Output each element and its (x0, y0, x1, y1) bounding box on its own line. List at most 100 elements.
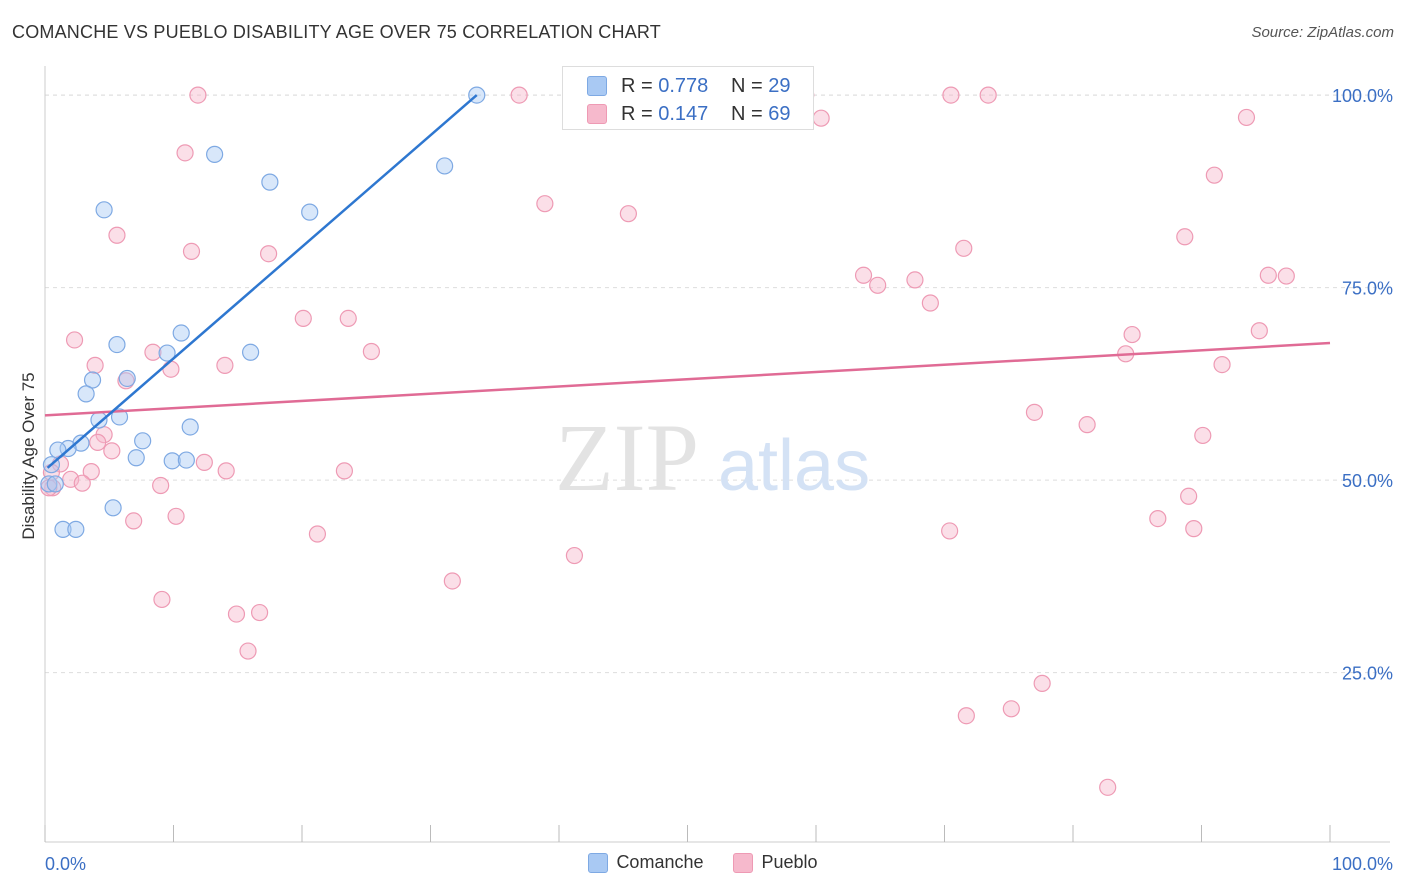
chart-title: COMANCHE VS PUEBLO DISABILITY AGE OVER 7… (12, 22, 661, 42)
pueblo-point (144, 343, 162, 361)
pueblo-point (1078, 416, 1096, 434)
comanche-point (127, 449, 145, 467)
pueblo-point (942, 86, 960, 104)
y-tick-label: 50.0% (1342, 471, 1393, 491)
comanche-point (177, 451, 195, 469)
y-tick-labels: 25.0% 50.0% 75.0% 100.0% (1332, 86, 1393, 684)
pueblo-point (308, 525, 327, 543)
pueblo-swatch (587, 104, 607, 124)
pueblo-point (1259, 266, 1277, 284)
pueblo-point (239, 642, 257, 660)
pueblo-point (176, 144, 194, 162)
pueblo-point (1149, 509, 1167, 528)
axes (44, 66, 1390, 843)
pueblo-point (153, 590, 171, 609)
pueblo-point (189, 86, 207, 104)
y-axis-label: Disability Age Over 75 (19, 372, 38, 539)
pueblo-point (259, 245, 278, 263)
pueblo-point (536, 195, 554, 213)
comanche-point (181, 418, 199, 436)
comanche-r-label: R = (621, 74, 653, 97)
legend-row-pueblo: R = 0.147 N = 69 (587, 99, 791, 129)
comanche-point (134, 432, 152, 450)
legend-item-comanche[interactable]: Comanche (588, 852, 703, 873)
comanche-point (90, 411, 108, 429)
pueblo-point (1180, 487, 1198, 505)
pueblo-point (1002, 700, 1020, 718)
pueblo-point (1250, 322, 1268, 340)
pueblo-n: N = 69 (731, 103, 791, 126)
comanche-point (54, 520, 72, 538)
pueblo-point (1213, 356, 1231, 374)
legend-item-pueblo[interactable]: Pueblo (733, 852, 818, 873)
pueblo-point (125, 512, 143, 530)
pueblo-point (227, 605, 246, 623)
pueblo-point (167, 507, 185, 525)
watermark-atlas: atlas (718, 426, 870, 506)
pueblo-r: R = 0.147 (621, 103, 731, 126)
pueblo-trend-line (44, 341, 1331, 417)
pueblo-point (89, 433, 107, 451)
pueblo-point (619, 205, 637, 223)
comanche-point (206, 145, 224, 163)
pueblo-point (65, 331, 84, 349)
pueblo-point (1176, 228, 1194, 246)
comanche-point (46, 475, 64, 493)
x-tick-label-min: 0.0% (45, 854, 86, 874)
comanche-n: N = 29 (731, 75, 791, 98)
pueblo-point (443, 572, 461, 590)
pueblo-point (108, 226, 126, 244)
comanche-point (95, 201, 113, 219)
y-tick-label: 25.0% (1342, 664, 1393, 684)
comanche-point (242, 343, 260, 361)
pueblo-point (955, 239, 973, 257)
comanche-n-label: N = (731, 74, 763, 97)
comanche-trend-line (46, 94, 478, 469)
series-legend: Comanche Pueblo (0, 852, 1406, 873)
pueblo-point (1277, 267, 1295, 285)
correlation-legend: R = 0.778 N = 29 R = 0.147 N = 69 (562, 66, 814, 130)
pueblo-point (1033, 674, 1051, 692)
comanche-point (118, 369, 136, 388)
comanche-point (158, 344, 176, 362)
comanche-r: R = 0.778 (621, 75, 731, 98)
pueblo-point (1185, 520, 1203, 538)
pueblo-point (339, 309, 357, 327)
pueblo-point (812, 109, 830, 127)
watermark-zip: ZIP (555, 404, 699, 511)
legend-row-comanche: R = 0.778 N = 29 (587, 71, 791, 101)
comanche-point (40, 475, 58, 493)
pueblo-point (854, 266, 873, 284)
comanche-point (172, 324, 190, 342)
pueblo-point (1025, 403, 1044, 421)
pueblo-point (294, 309, 312, 327)
pueblo-point (82, 463, 100, 481)
x-tick-label-max: 100.0% (1332, 854, 1393, 874)
comanche-legend-label: Comanche (616, 852, 704, 872)
pueblo-legend-swatch (733, 852, 754, 873)
pueblo-point (73, 474, 91, 492)
pueblo-r-label: R = (621, 102, 653, 125)
pueblo-points (40, 86, 1295, 796)
pueblo-n-label: N = (731, 102, 763, 125)
comanche-legend-swatch (588, 852, 609, 873)
comanche-point (261, 173, 279, 191)
comanche-point (110, 408, 129, 426)
pueblo-point (335, 462, 354, 480)
comanche-point (67, 520, 85, 538)
pueblo-point (1237, 108, 1256, 127)
comanche-point (77, 385, 95, 403)
x-tick-labels: 0.0% 100.0% (45, 854, 1393, 874)
pueblo-point (182, 242, 201, 261)
pueblo-point (1194, 426, 1212, 445)
grid-lines (45, 94, 1390, 674)
pueblo-point (957, 707, 975, 725)
comanche-points (40, 86, 486, 538)
comanche-point (163, 452, 181, 470)
pueblo-point (510, 86, 528, 104)
pueblo-point (195, 453, 213, 471)
comanche-point (104, 499, 122, 517)
pueblo-point (979, 86, 997, 104)
comanche-point (49, 441, 67, 459)
